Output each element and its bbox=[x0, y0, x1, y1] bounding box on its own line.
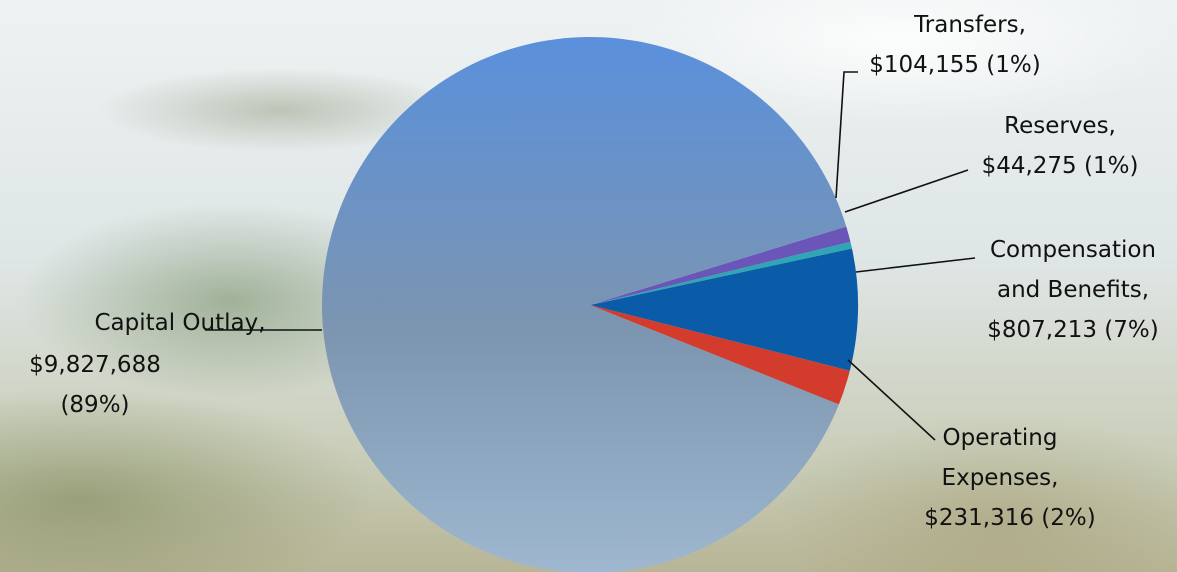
leader-line bbox=[855, 257, 976, 273]
leader-line bbox=[844, 169, 969, 213]
pie-slice-transfers bbox=[590, 226, 851, 305]
pie-slice-capital-outlay bbox=[322, 37, 847, 572]
slice-label: Transfers, bbox=[913, 12, 1026, 38]
pie-slice-reserves bbox=[590, 241, 852, 305]
leader-line bbox=[847, 359, 936, 441]
slice-label: Reserves, bbox=[1004, 113, 1116, 139]
pie-slice-compensation-and-benefits bbox=[590, 248, 858, 371]
slice-label: (89%) bbox=[60, 392, 129, 418]
slice-label: $44,275 (1%) bbox=[982, 153, 1139, 179]
slice-label: $807,213 (7%) bbox=[987, 317, 1159, 343]
slice-label: Compensation bbox=[990, 237, 1156, 263]
slice-label: $104,155 (1%) bbox=[869, 52, 1041, 78]
slice-label: Operating bbox=[943, 425, 1058, 451]
slice-label: and Benefits, bbox=[997, 277, 1149, 303]
slice-label: Expenses, bbox=[942, 465, 1059, 491]
leader-line bbox=[835, 71, 858, 199]
slice-label: $9,827,688 bbox=[29, 352, 161, 378]
slice-label: $231,316 (2%) bbox=[924, 505, 1096, 531]
pie-slice-operating-expenses bbox=[590, 305, 850, 405]
slice-label: Capital Outlay, bbox=[94, 310, 265, 336]
